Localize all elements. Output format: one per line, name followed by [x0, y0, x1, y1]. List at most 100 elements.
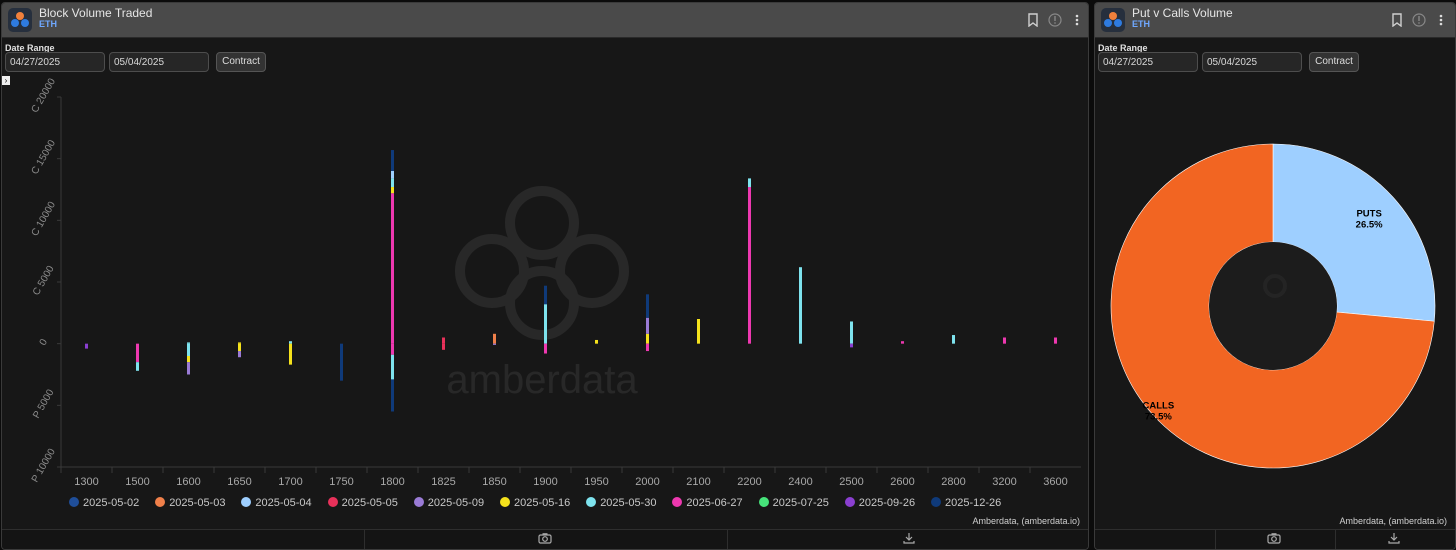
camera-icon[interactable]	[538, 532, 552, 547]
panel-footer	[2, 529, 1088, 549]
legend-item[interactable]: 2025-07-25	[758, 497, 829, 513]
legend-label: 2025-05-09	[427, 497, 485, 509]
bar-segment-call	[391, 171, 394, 179]
y-tick-label: C 10000	[30, 200, 59, 239]
amberdata-logo-icon	[8, 8, 32, 32]
expand-arrow-icon[interactable]: ›	[2, 76, 10, 85]
y-tick-label: 0	[38, 337, 51, 348]
bar-segment-put	[187, 362, 190, 375]
legend-label: 2025-05-04	[255, 497, 312, 509]
svg-text:amberdata: amberdata	[446, 358, 638, 402]
download-icon[interactable]	[1387, 532, 1401, 547]
bar-segment-call	[646, 294, 649, 318]
credit-text: Amberdata, (amberdata.io)	[1339, 516, 1447, 526]
start-date-input[interactable]: 04/27/2025	[1098, 52, 1198, 72]
bar-segment-call	[442, 337, 445, 344]
bar-segment-call	[850, 321, 853, 344]
end-date-input[interactable]: 05/04/2025	[109, 52, 209, 72]
legend-item[interactable]: 2025-05-02	[69, 497, 139, 513]
more-menu-icon[interactable]	[1070, 13, 1084, 27]
bar-segment-put	[442, 343, 445, 350]
bar-segment-call	[391, 187, 394, 194]
start-date-input[interactable]: 04/27/2025	[5, 52, 105, 72]
bar-segment-call	[544, 304, 547, 344]
legend-item[interactable]: 2025-09-26	[844, 497, 916, 513]
contract-button[interactable]: Contract	[1309, 52, 1359, 72]
legend-item[interactable]: 2025-05-16	[500, 497, 570, 513]
bar-segment-call	[748, 178, 751, 188]
info-icon[interactable]	[1048, 13, 1062, 27]
legend-label: 2025-06-27	[686, 497, 743, 509]
bar-segment-call	[544, 285, 547, 305]
bar-segment-put	[238, 343, 241, 352]
camera-icon[interactable]	[1267, 532, 1281, 547]
legend-swatch	[413, 497, 424, 507]
bar-segment-put	[646, 343, 649, 352]
more-menu-icon[interactable]	[1434, 13, 1448, 27]
legend-label: 2025-05-16	[514, 497, 571, 509]
pie-label-name: PUTS	[1356, 209, 1381, 220]
legend-label: 2025-12-26	[945, 497, 1002, 509]
panel-title: Block Volume Traded	[39, 6, 153, 20]
x-tick-label: 3600	[1043, 476, 1067, 488]
info-icon[interactable]	[1412, 13, 1426, 27]
x-tick-label: 1300	[74, 476, 98, 488]
legend-label: 2025-07-25	[772, 497, 829, 509]
legend-swatch	[672, 497, 683, 507]
legend-item[interactable]: 2025-12-26	[931, 497, 1001, 513]
x-tick-label: 1600	[176, 476, 200, 488]
x-tick-label: 1800	[380, 476, 404, 488]
pie-label-value: 26.5%	[1356, 220, 1383, 231]
bar-segment-put	[85, 343, 88, 349]
bar-segment-put	[187, 356, 190, 363]
x-tick-label: 2500	[839, 476, 863, 488]
bar-segment-put	[289, 343, 292, 365]
bar-segment-put	[850, 343, 853, 348]
legend-label: 2025-09-26	[858, 497, 916, 509]
pie-label-name: CALLS	[1143, 400, 1175, 411]
bar-segment-put	[493, 343, 496, 345]
x-tick-label: 1825	[431, 476, 455, 488]
date-range-label: Date Range	[5, 43, 55, 53]
legend-item[interactable]: 2025-05-05	[327, 497, 398, 513]
y-tick-label: P 10000	[30, 447, 58, 485]
legend-swatch	[155, 497, 166, 507]
x-tick-label: 3200	[992, 476, 1016, 488]
end-date-input[interactable]: 05/04/2025	[1202, 52, 1302, 72]
legend-item[interactable]: 2025-05-03	[155, 497, 225, 513]
bar-segment-call	[187, 342, 190, 344]
bookmark-icon[interactable]	[1390, 13, 1404, 28]
date-range-label: Date Range	[1098, 43, 1148, 53]
legend-swatch	[844, 497, 855, 507]
legend-swatch	[69, 497, 79, 507]
legend-swatch	[500, 497, 510, 507]
download-icon[interactable]	[902, 532, 916, 547]
x-tick-label: 1950	[584, 476, 608, 488]
bookmark-icon[interactable]	[1026, 13, 1040, 28]
amberdata-watermark: amberdata	[446, 186, 638, 402]
bar-segment-put	[391, 343, 394, 355]
x-tick-label: 2600	[890, 476, 914, 488]
legend-swatch	[586, 497, 597, 507]
bar-segment-call	[289, 341, 292, 344]
x-tick-label: 1650	[227, 476, 251, 488]
panel-subtitle: ETH	[1132, 19, 1150, 29]
legend-swatch	[758, 497, 769, 507]
legend-item[interactable]: 2025-05-09	[413, 497, 485, 513]
bar-segment-call	[391, 178, 394, 188]
legend-item[interactable]: 2025-05-04	[241, 497, 312, 513]
legend-label: 2025-05-05	[341, 497, 398, 509]
bar-segment-put	[187, 343, 190, 356]
bar-segment-call	[391, 193, 394, 344]
pie-label-value: 73.5%	[1145, 411, 1172, 422]
bar-segment-call	[799, 267, 802, 344]
legend-item[interactable]: 2025-06-27	[672, 497, 743, 513]
contract-button[interactable]: Contract	[216, 52, 266, 72]
bar-segment-call	[391, 150, 394, 171]
panel-title: Put v Calls Volume	[1132, 6, 1233, 20]
donut-watermark	[1263, 274, 1287, 298]
panel-header: Block Volume Traded ETH	[2, 3, 1088, 38]
bar-segment-call	[238, 342, 241, 344]
bar-segment-put	[136, 343, 139, 363]
legend-item[interactable]: 2025-05-30	[586, 497, 656, 513]
